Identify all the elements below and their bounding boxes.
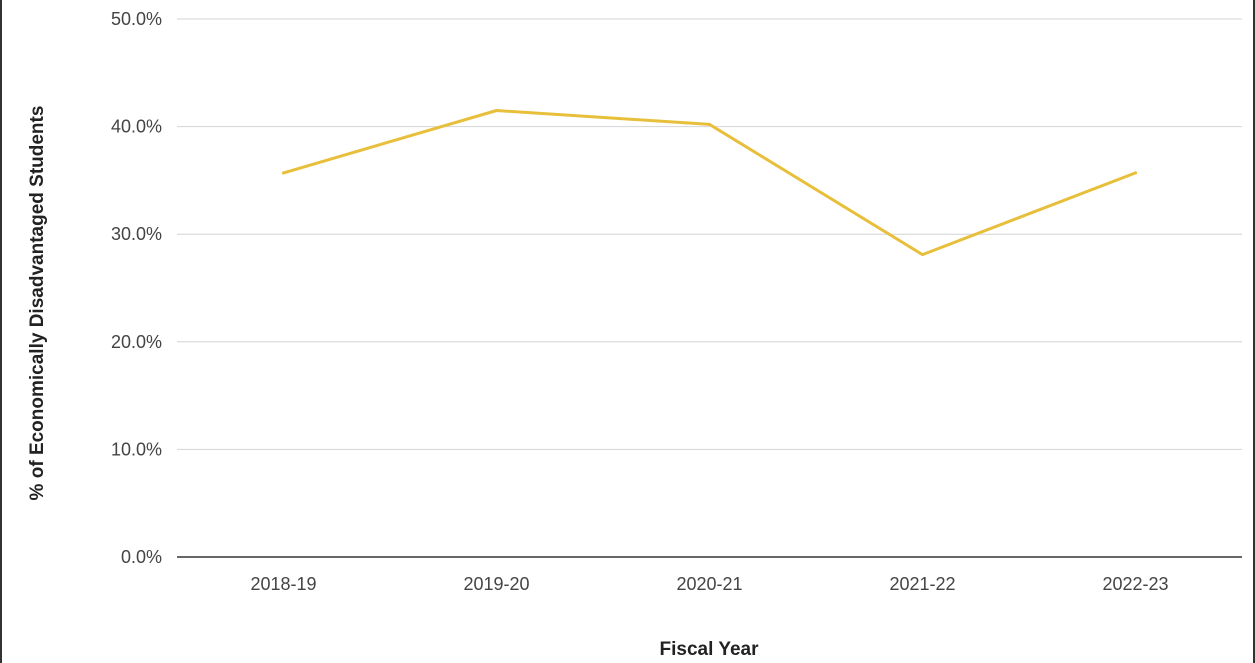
data-point [495,108,498,112]
data-point [921,253,924,257]
y-tick-label: 50.0% [111,9,162,29]
y-axis-ticks: 0.0% 10.0% 20.0% 30.0% 40.0% 50.0% [111,9,162,567]
data-point [1134,171,1137,175]
x-axis-title: Fiscal Year [660,639,760,660]
y-tick-label: 10.0% [111,439,162,459]
series-group [282,108,1137,257]
y-tick-label: 20.0% [111,332,162,352]
x-axis-ticks: 2018-19 2019-20 2020-21 2021-22 2022-23 [250,574,1168,594]
x-tick-label: 2020-21 [676,574,742,594]
x-tick-label: 2018-19 [250,574,316,594]
gridlines [177,18,1242,558]
data-point [282,171,285,175]
y-tick-label: 30.0% [111,224,162,244]
data-point [708,122,711,126]
y-axis-title: % of Economically Disadvantaged Students [27,106,48,501]
y-tick-label: 40.0% [111,117,162,137]
x-tick-label: 2022-23 [1102,574,1168,594]
series-line [282,109,1137,257]
x-tick-label: 2021-22 [889,574,955,594]
y-tick-label: 0.0% [121,547,162,567]
x-tick-label: 2019-20 [463,574,529,594]
